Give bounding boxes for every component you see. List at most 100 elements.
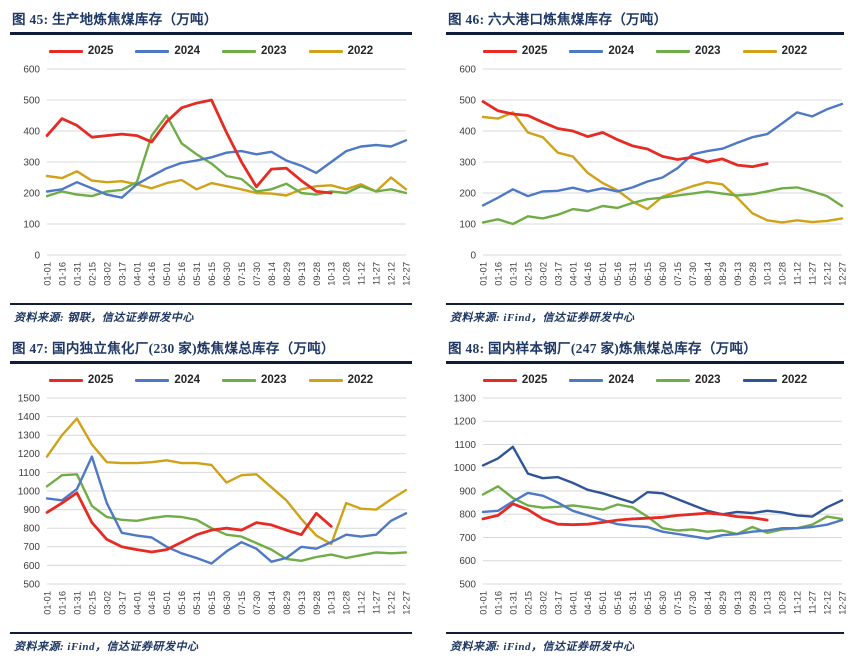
figure-45-panel: 图 45: 生产地炼焦煤库存（万吨） 2025 2024 2023 2022 0 100… [0,0,424,329]
y-tick-label: 100 [23,219,40,230]
x-tick-label: 12-27 [838,591,847,615]
series-line-2025 [45,491,333,554]
x-tick-label: 05-16 [177,262,187,286]
figure-46-title: 图 46: 六大港口炼焦煤库存（万吨） [446,0,844,35]
x-tick-label: 04-16 [583,591,593,615]
x-tick-label: 09-13 [733,591,743,615]
x-tick-label: 12-12 [387,591,397,615]
legend-label-2024: 2024 [608,45,634,57]
legend-swatch-2024 [135,49,170,53]
legend-label-2025: 2025 [521,374,548,386]
x-tick-label: 01-16 [494,591,504,615]
x-tick-label: 04-01 [132,591,142,615]
figure-47-panel: 图 47: 国内独立焦化厂(230 家)炼焦煤总库存（万吨） 2025 2024 2… [0,329,424,658]
series-line-2023 [45,473,408,563]
x-tick-label: 06-15 [207,262,217,286]
series-line-2024 [45,139,408,199]
legend-label-2022: 2022 [781,374,808,386]
x-tick-label: 08-14 [267,591,277,615]
series-line-2025 [45,98,333,195]
x-tick-label: 03-02 [538,262,548,286]
x-tick-label: 11-12 [793,591,803,614]
x-tick-label: 05-31 [192,591,202,615]
x-tick-label: 03-17 [117,262,127,286]
legend-label-2022: 2022 [781,45,808,57]
figure-46-chart: 0 100 200 300 400 500 600 01-01 01-16 01-31 02-15 0… [446,59,847,302]
x-tick-label: 05-31 [628,262,638,286]
x-tick-label: 11-27 [808,262,818,285]
legend-label-2024: 2024 [608,374,634,386]
legend-item-2022: 2022 [742,45,808,57]
series-line-2025 [481,502,769,527]
x-tick-label: 01-16 [494,262,504,286]
y-tick-label: 1100 [454,440,476,451]
legend-label-2025: 2025 [521,45,548,57]
x-tick-label: 11-12 [793,262,803,285]
figure-48-source: 资料来源: iFind，信达证券研发中心 [446,632,844,658]
legend-swatch-2025 [482,49,517,53]
y-tick-label: 900 [459,486,476,497]
figure-47-chart: 500 600 700 800 900 1000 1100 1200 1300 1400 1500 0… [10,388,412,631]
legend-swatch-2025 [48,378,83,382]
series-line-2022 [45,170,408,197]
x-tick-label: 01-31 [72,262,82,286]
legend-item-2023: 2023 [222,374,287,386]
x-tick-label: 10-28 [778,262,788,286]
figure-45-svg: 0 100 200 300 400 500 600 01-01 01-16 01-31 02-15 0… [23,64,411,286]
y-tick-label: 200 [23,188,40,199]
legend-item-2024: 2024 [135,45,200,57]
x-tick-label: 11-27 [808,591,818,614]
legend-swatch-2025 [48,49,83,53]
legend-item-2024: 2024 [135,374,200,386]
x-tick-label: 04-16 [583,262,593,286]
x-tick-label: 09-13 [297,591,307,615]
x-tick-label: 07-30 [252,262,262,286]
x-tick-label: 07-15 [673,591,683,615]
series-line-2023 [45,114,408,198]
series-line-2023 [481,186,844,226]
y-tick-label: 600 [23,64,40,75]
x-tick-label: 11-27 [372,262,382,285]
x-tick-label: 10-28 [342,262,352,286]
legend-swatch-2024 [135,378,170,382]
series-line-2022 [481,445,844,518]
x-tick-label: 05-16 [613,591,623,615]
x-tick-label: 10-28 [342,591,352,615]
figure-47-svg: 500 600 700 800 900 1000 1100 1200 1300 1400 1500 0… [18,393,412,615]
x-tick-label: 12-27 [838,262,847,286]
x-tick-label: 12-12 [387,262,397,286]
x-tick-label: 04-01 [568,591,578,615]
x-tick-label: 11-12 [357,591,367,614]
y-tick-label: 600 [23,561,40,572]
x-tick-label: 05-16 [613,262,623,286]
figure-45-source: 资料来源: 钢联，信达证券研发中心 [10,303,412,329]
legend-swatch-2024 [569,378,604,382]
figure-46-legend: 2025 2024 2023 2022 [446,43,844,59]
legend-swatch-2025 [482,378,517,382]
legend-label-2023: 2023 [261,374,287,386]
figure-45-legend: 2025 2024 2023 2022 [10,43,412,59]
figure-48-legend: 2025 2024 2023 2022 [446,372,844,388]
x-tick-label: 07-15 [673,262,683,286]
x-tick-label: 04-01 [132,262,142,286]
legend-swatch-2022 [308,49,343,53]
x-tick-label: 02-15 [87,262,97,286]
x-tick-label: 09-28 [748,262,758,286]
x-tick-label: 07-30 [252,591,262,615]
figure-46-svg: 0 100 200 300 400 500 600 01-01 01-16 01-31 02-15 0… [459,64,847,286]
x-tick-label: 01-31 [72,591,82,615]
y-tick-label: 1300 [18,431,41,442]
legend-item-2025: 2025 [48,374,113,386]
legend-item-2025: 2025 [482,374,548,386]
x-tick-label: 05-16 [177,591,187,615]
y-tick-label: 500 [23,579,40,590]
x-tick-label: 04-16 [147,591,157,615]
y-tick-label: 1000 [18,486,41,497]
y-tick-label: 700 [459,533,476,544]
figure-48-panel: 图 48: 国内样本钢厂(247 家)炼焦煤总库存（万吨） 2025 2024 20… [424,329,848,658]
x-tick-label: 02-15 [523,262,533,286]
x-tick-label: 10-13 [327,262,337,286]
x-tick-label: 09-28 [312,591,322,615]
legend-label-2023: 2023 [695,45,721,57]
